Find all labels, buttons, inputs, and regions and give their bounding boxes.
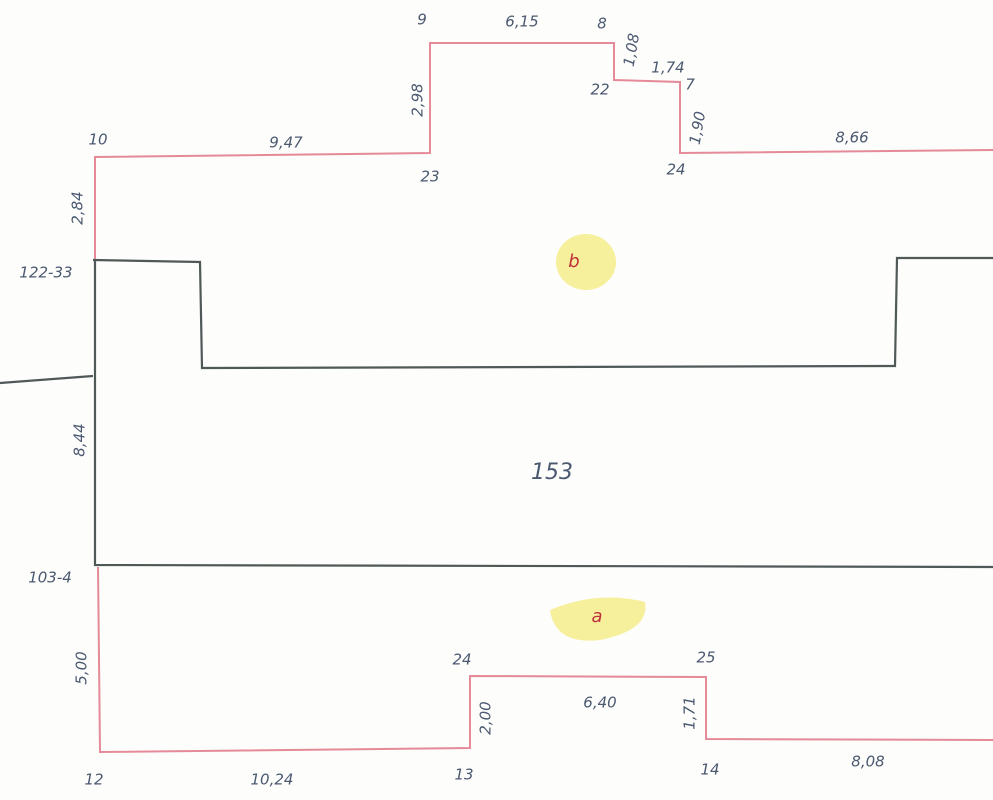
measurement: 2,00 bbox=[477, 701, 495, 734]
highlight bbox=[550, 597, 646, 641]
boundary-line bbox=[97, 566, 993, 754]
measurement: 5,00 bbox=[73, 651, 91, 684]
measurement: 1,08 bbox=[620, 32, 644, 68]
measurement: 10,24 bbox=[251, 771, 294, 789]
point-label: 8 bbox=[597, 15, 607, 33]
point-label: 10 bbox=[88, 131, 107, 149]
measurement: 1,74 bbox=[651, 59, 684, 77]
measurement: 1,90 bbox=[686, 110, 710, 146]
sub-parcel: b bbox=[568, 251, 579, 272]
point-label: 24 bbox=[452, 651, 471, 669]
measurement: 2,98 bbox=[409, 83, 427, 116]
point-label: 25 bbox=[696, 649, 715, 667]
measurement: 8,08 bbox=[851, 753, 884, 771]
point-label: 9 bbox=[417, 11, 427, 29]
highlight bbox=[556, 234, 616, 290]
boundary-label: 122-33 bbox=[19, 264, 72, 282]
parcel-number: 153 bbox=[531, 460, 573, 485]
measurement: 8,44 bbox=[71, 423, 89, 456]
measurement: 6,40 bbox=[583, 694, 616, 712]
measurement: 9,47 bbox=[269, 134, 303, 152]
sub-parcel: a bbox=[591, 606, 602, 627]
boundary-label: 103-4 bbox=[28, 569, 72, 587]
point-label: 22 bbox=[590, 81, 609, 99]
point-label: 23 bbox=[420, 168, 439, 186]
boundary-line bbox=[94, 42, 993, 260]
measurement: 8,66 bbox=[835, 129, 868, 147]
point-label: 13 bbox=[454, 766, 473, 784]
point-label: 7 bbox=[685, 76, 695, 94]
measurement: 2,84 bbox=[69, 191, 87, 224]
point-label: 24 bbox=[666, 161, 685, 179]
parcel-line bbox=[92, 256, 993, 370]
measurement: 1,71 bbox=[681, 696, 699, 729]
measurement: 6,15 bbox=[505, 13, 538, 31]
parcel-line bbox=[0, 374, 94, 385]
point-label: 12 bbox=[84, 771, 103, 789]
parcel-line bbox=[93, 260, 993, 569]
point-label: 14 bbox=[700, 761, 719, 779]
